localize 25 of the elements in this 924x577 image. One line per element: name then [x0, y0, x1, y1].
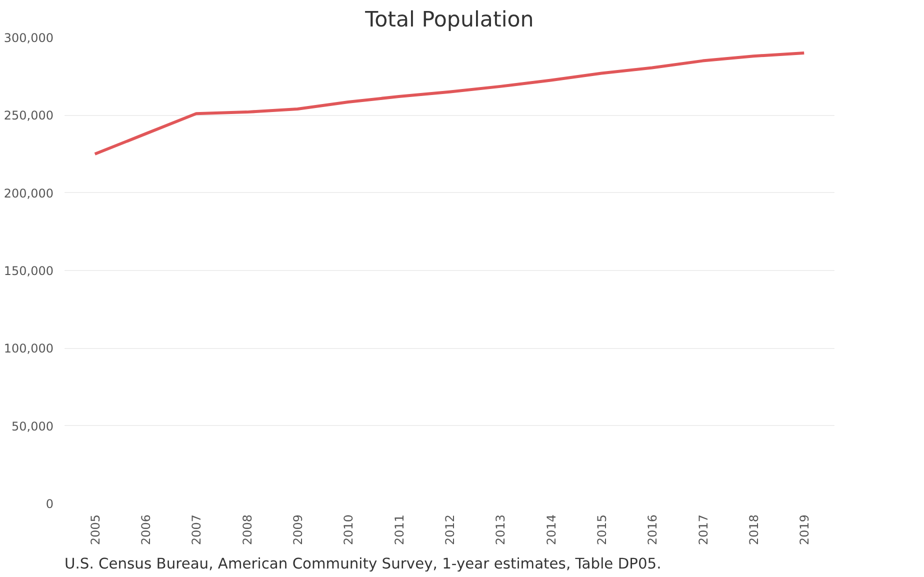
x-tick-label: 2014 — [544, 514, 558, 546]
x-tick-label: 2019 — [798, 514, 812, 546]
x-tick-label: 2017 — [696, 514, 710, 546]
x-tick-label: 2008 — [240, 514, 254, 546]
y-tick-label: 50,000 — [12, 419, 54, 434]
y-tick-label: 150,000 — [4, 264, 54, 278]
y-tick-label: 0 — [46, 497, 54, 511]
x-tick-label: 2006 — [139, 514, 154, 546]
line-series — [93, 52, 806, 156]
y-tick-label: 100,000 — [4, 342, 54, 356]
text: U.S. Census Bureau, American Community Survey, 1-year estimates, Table DP05. — [64, 556, 662, 572]
y-tick-label: 300,000 — [4, 31, 54, 45]
x-tick-label: 2011 — [392, 514, 406, 546]
y-tick-label: 200,000 — [4, 186, 54, 200]
x-tick-label: 2010 — [342, 514, 356, 546]
x-tick-label: 2016 — [646, 514, 660, 546]
chart-title: Total Population — [364, 8, 534, 32]
x-tick-label: 2005 — [88, 514, 102, 546]
x-tick-label: 2009 — [291, 514, 306, 546]
x-tick-label: 2018 — [746, 514, 761, 546]
y-tick-label: 250,000 — [4, 108, 54, 123]
x-tick-label: 2015 — [594, 514, 609, 546]
x-tick-label: 2012 — [443, 514, 457, 546]
x-tick-label: 2007 — [190, 514, 204, 546]
x-tick-label: 2013 — [494, 514, 508, 546]
